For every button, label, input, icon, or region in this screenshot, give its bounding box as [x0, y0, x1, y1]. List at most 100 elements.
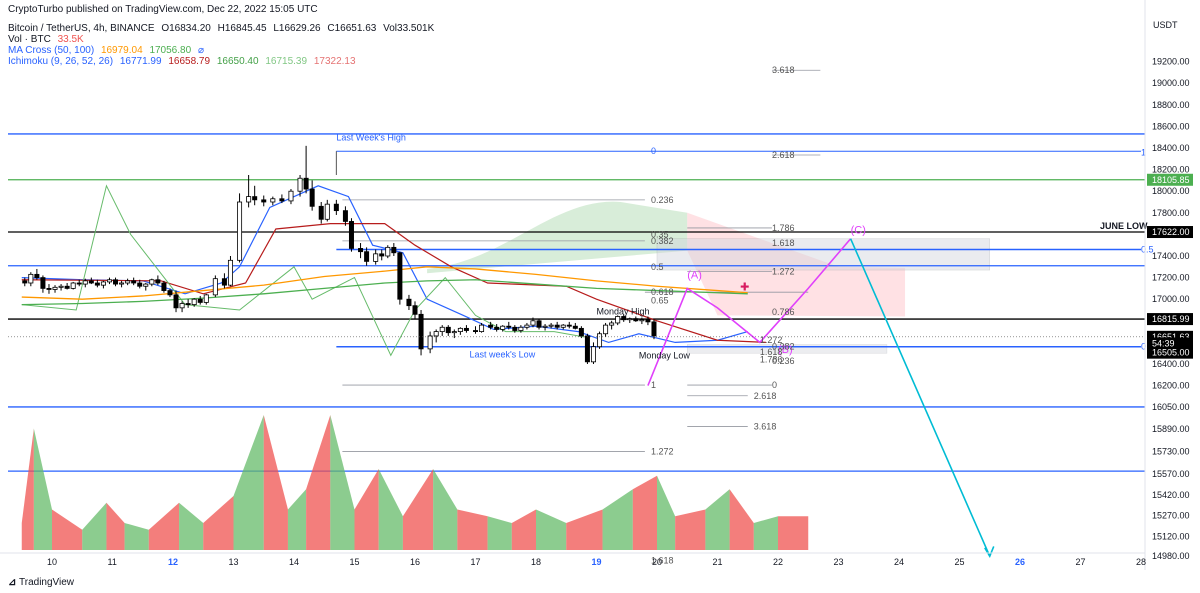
price-tag-1: 17622.00	[1152, 227, 1190, 237]
fib-blue-label-2: 0	[1141, 342, 1146, 352]
fib-gray-label-16: 1.786	[760, 355, 783, 365]
candle-body-44	[318, 205, 324, 220]
target-zone-lower	[687, 344, 888, 354]
ichimoku-value-4: 16715.39	[265, 56, 308, 67]
fib-gray-label-13: 0.382	[772, 342, 795, 352]
fib-gray-label-11: 0.786	[772, 307, 795, 317]
candle-body-46	[333, 203, 339, 212]
candle-body-24	[167, 290, 173, 296]
candle-body-61	[439, 326, 445, 332]
fib-gray-label-22: 1.618	[651, 555, 674, 565]
candle-body-40	[288, 190, 294, 202]
y-tick-5: 18200.00	[1152, 165, 1190, 175]
candle-body-51	[373, 253, 379, 262]
ohlc-volume: Vol33.501K	[383, 23, 435, 34]
candle-body-80	[560, 324, 566, 328]
candle-body-42	[303, 177, 309, 190]
volume-segment-19	[487, 516, 512, 550]
ichimoku-value-5: 17322.13	[313, 56, 356, 67]
projection-arrow-line	[849, 238, 991, 557]
candle-body-9	[76, 282, 82, 285]
ichimoku-label: Ichimoku (9, 26, 52, 26)	[8, 56, 114, 67]
x-tick-18: 28	[1136, 557, 1146, 567]
y-tick-0: 19200.00	[1152, 57, 1190, 67]
link-icon[interactable]: ⌀	[197, 45, 204, 56]
projection-arrow-head	[984, 546, 995, 558]
candle-body-52	[379, 253, 385, 257]
candle-body-28	[191, 298, 197, 306]
price-tag-0: 18105.85	[1152, 175, 1190, 185]
x-tick-1: 11	[108, 557, 117, 567]
volume-segment-25	[657, 475, 676, 550]
ohlc-close: C16651.63	[327, 23, 377, 34]
candle-body-25	[173, 294, 179, 309]
y-tick-20: 15420.00	[1152, 490, 1190, 500]
fib-gray-label-19: 2.618	[754, 391, 777, 401]
candle-body-77	[542, 325, 548, 328]
volume-segment-16	[402, 469, 434, 550]
candle-body-83	[578, 327, 584, 337]
candle-body-43	[309, 188, 315, 207]
x-tick-0: 10	[47, 557, 57, 567]
candle-body-38	[270, 198, 276, 203]
fib-gray-label-17: 1	[651, 380, 656, 390]
wave-abc-line	[647, 238, 852, 386]
volume-segment-29	[753, 516, 778, 550]
tenkan-line	[21, 185, 748, 344]
y-tick-9: 17400.00	[1152, 251, 1190, 261]
candle-body-47	[342, 210, 348, 222]
candle-body-87	[603, 324, 609, 335]
chart-label-7: (C)	[851, 224, 866, 236]
volume-segment-8	[203, 496, 234, 550]
candle-body-26	[179, 303, 185, 309]
x-tick-9: 19	[592, 557, 602, 567]
volume-segment-20	[511, 509, 536, 550]
fib-gray-label-14: 1.618	[760, 347, 783, 357]
candle-body-72	[512, 326, 518, 331]
y-tick-2: 18800.00	[1152, 100, 1190, 110]
x-tick-16: 26	[1015, 557, 1025, 567]
fib-gray-label-9: 0.618	[651, 287, 674, 297]
chart-label-3: Monday Low	[639, 351, 691, 361]
x-tick-6: 16	[410, 557, 420, 567]
candle-body-54	[391, 246, 397, 254]
y-tick-18: 15730.00	[1152, 447, 1190, 457]
volume-segment-22	[566, 509, 603, 550]
candle-body-37	[261, 199, 267, 203]
cross-marker-icon	[740, 282, 749, 291]
candle-body-3	[40, 277, 46, 289]
ichimoku-value-1: 16771.99	[119, 56, 162, 67]
tradingview-brand: TradingView	[19, 577, 75, 588]
candle-body-32	[221, 278, 227, 286]
fib-gray-label-15: 0.236	[772, 356, 795, 366]
y-tick-6: 18000.00	[1152, 186, 1190, 196]
y-tick-23: 14980.00	[1152, 551, 1190, 561]
candle-body-90	[621, 316, 627, 321]
volume-segment-4	[106, 502, 125, 550]
chart-label-1: Last week's Low	[469, 350, 535, 360]
x-tick-7: 17	[471, 557, 481, 567]
volume-segment-18	[457, 509, 488, 550]
candle-body-70	[500, 325, 506, 330]
volume-segment-1	[33, 428, 52, 550]
symbol-legend: Bitcoin / TetherUS, 4h, BINANCE O16834.2…	[8, 23, 438, 34]
candle-body-27	[185, 303, 191, 305]
candle-body-84	[584, 335, 590, 363]
volume-segment-13	[330, 415, 355, 550]
y-tick-3: 18600.00	[1152, 121, 1190, 131]
candle-body-0	[22, 280, 28, 284]
fib-gray-label-18: 0	[772, 380, 777, 390]
x-tick-15: 25	[955, 557, 965, 567]
candle-body-76	[536, 320, 542, 328]
candle-body-91	[627, 318, 633, 321]
fib-gray-label-21: 1.272	[651, 447, 674, 457]
candle-body-14	[106, 279, 112, 283]
volume-segment-11	[287, 489, 307, 550]
tradingview-footer: ⊿ TradingView	[8, 577, 74, 588]
ohlc-high: H16845.45	[217, 23, 267, 34]
candle-body-11	[88, 280, 94, 284]
ichimoku-cloud-red	[687, 212, 906, 317]
price-tag-2: 16815.99	[1152, 314, 1190, 324]
candle-body-18	[131, 280, 137, 284]
